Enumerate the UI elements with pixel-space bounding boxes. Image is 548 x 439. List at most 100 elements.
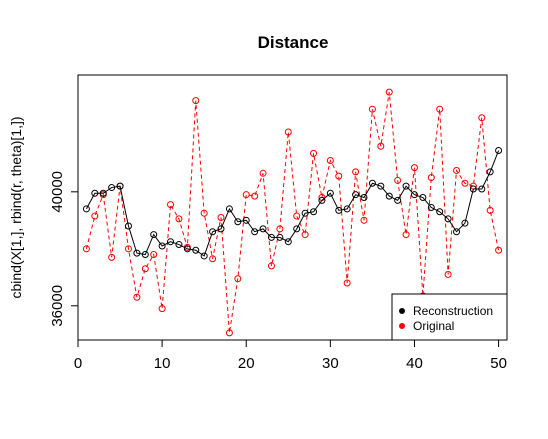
original-point [301, 231, 309, 239]
original-point [200, 209, 208, 217]
reconstruction-point [82, 205, 90, 213]
x-tick-label: 0 [74, 355, 82, 372]
original-point [276, 225, 284, 233]
reconstruction-point [394, 196, 402, 204]
reconstruction-point [242, 216, 250, 224]
reconstruction-point [478, 185, 486, 193]
reconstruction-point [225, 205, 233, 213]
original-point [124, 245, 132, 253]
reconstruction-point [310, 208, 318, 216]
reconstruction-point [99, 189, 107, 197]
reconstruction-point [116, 182, 124, 190]
reconstruction-point [267, 233, 275, 241]
reconstruction-point [453, 228, 461, 236]
reconstruction-point [251, 228, 259, 236]
original-point [335, 172, 343, 180]
original-point [158, 305, 166, 313]
original-point [410, 164, 418, 172]
reconstruction-point [209, 228, 217, 236]
x-tick-label: 40 [406, 355, 423, 372]
reconstruction-point [192, 246, 200, 254]
reconstruction-point [410, 191, 418, 199]
original-point [133, 293, 141, 301]
original-point [175, 215, 183, 223]
x-tick-label: 10 [154, 355, 171, 372]
original-point [108, 253, 116, 261]
reconstruction-point [385, 192, 393, 200]
reconstruction-point [436, 208, 444, 216]
original-point [377, 142, 385, 150]
x-tick-label: 30 [322, 355, 339, 372]
original-point [352, 168, 360, 176]
original-point [368, 105, 376, 113]
legend-box [391, 293, 508, 341]
original-point [478, 114, 486, 122]
original-point [234, 275, 242, 283]
original-point [259, 169, 267, 177]
original-point [495, 246, 503, 254]
chart-title: Distance [258, 33, 329, 52]
original-point [167, 201, 175, 209]
original-point [150, 251, 158, 259]
reconstruction-point [461, 219, 469, 227]
reconstruction-point [259, 225, 267, 233]
reconstruction-point [234, 218, 242, 226]
original-point [486, 206, 494, 214]
reconstruction-series-line [85, 150, 500, 257]
reconstruction-point [124, 222, 132, 230]
reconstruction-point [343, 205, 351, 213]
original-point [427, 174, 435, 182]
reconstruction-point [217, 225, 225, 233]
x-tick-label: 20 [238, 355, 255, 372]
original-series-line [85, 92, 500, 333]
reconstruction-point [427, 204, 435, 211]
reconstruction-point [402, 182, 410, 190]
original-point [251, 192, 259, 200]
original-point [284, 128, 292, 136]
original-point [141, 265, 149, 273]
original-point [209, 255, 217, 263]
reconstruction-point [150, 231, 158, 239]
reconstruction-point [419, 194, 427, 202]
original-point [343, 279, 351, 287]
reconstruction-point [444, 215, 452, 223]
original-point [267, 262, 275, 270]
reconstruction-point [360, 194, 368, 202]
x-tick-label: 50 [490, 355, 507, 372]
reconstruction-point [486, 168, 494, 176]
original-point [217, 213, 225, 221]
original-point [453, 166, 461, 174]
y-tick-label: 36000 [49, 285, 66, 327]
original-point [402, 231, 410, 239]
y-tick-label: 40000 [49, 171, 66, 213]
original-point [326, 156, 334, 164]
y-axis-label: cbind(X[1,], rbind(r, theta)[1,]) [8, 116, 24, 298]
reconstruction-point [91, 189, 99, 197]
series-layer [82, 88, 503, 337]
reconstruction-point [469, 185, 477, 193]
reconstruction-point [495, 147, 503, 155]
reconstruction-point [108, 184, 116, 192]
x-axis: 0 10 20 30 40 50 [74, 339, 507, 372]
reconstruction-point [352, 191, 360, 199]
reconstruction-point [276, 233, 284, 241]
reconstruction-point [377, 182, 385, 190]
original-point [310, 149, 318, 157]
legend-marker-original [399, 323, 405, 329]
reconstruction-point [301, 209, 309, 217]
reconstruction-point [141, 251, 149, 259]
reconstruction-point [284, 238, 292, 246]
reconstruction-point [167, 238, 175, 246]
reconstruction-point [293, 225, 301, 233]
original-point [444, 270, 452, 278]
original-point [91, 212, 99, 220]
original-point [394, 176, 402, 184]
original-point [360, 216, 368, 224]
original-point [192, 97, 200, 105]
original-point [242, 191, 250, 199]
reconstruction-point [326, 189, 334, 197]
original-point [385, 88, 393, 96]
legend-marker-reconstruction [399, 308, 405, 314]
